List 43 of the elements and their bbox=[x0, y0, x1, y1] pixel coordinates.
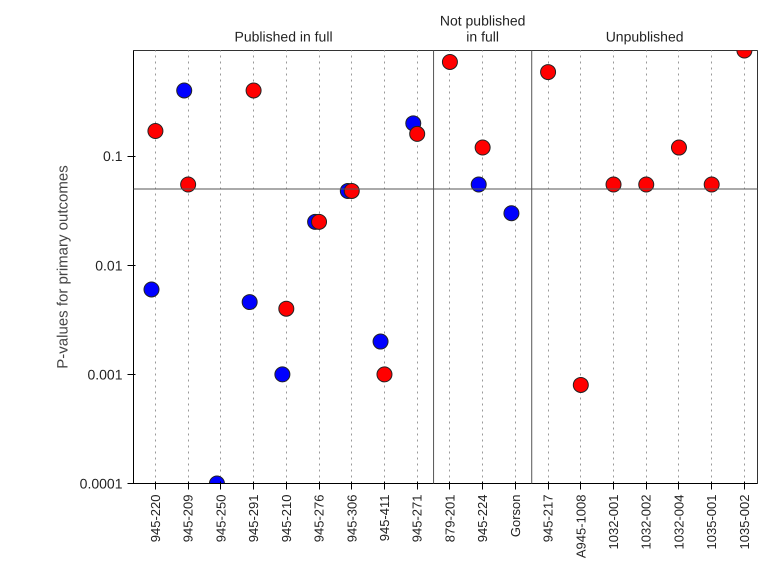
x-tick-label: 945-306 bbox=[344, 494, 360, 542]
point bbox=[409, 126, 426, 142]
x-tick-label: 1035-001 bbox=[704, 494, 720, 550]
x-tick-label: 945-217 bbox=[540, 494, 556, 542]
x-tick-label: 945-411 bbox=[376, 494, 392, 542]
y-tick-label: 0.001 bbox=[87, 366, 123, 382]
x-tick-label: 1032-001 bbox=[606, 494, 622, 550]
y-axis-title: P-values for primary outcomes bbox=[54, 165, 72, 369]
x-tick-label: A945-1008 bbox=[573, 494, 588, 558]
x-tick-label: 945-220 bbox=[148, 494, 163, 542]
y-tick-label: 0.01 bbox=[95, 257, 123, 274]
point bbox=[670, 140, 687, 156]
text: Published in full bbox=[234, 28, 333, 45]
y-tick-label: 0.0001 bbox=[80, 476, 123, 492]
point bbox=[246, 82, 262, 98]
x-tick-label: 945-209 bbox=[180, 494, 196, 542]
x-tick-label: 945-291 bbox=[246, 494, 262, 542]
x-tick-label: 1032-004 bbox=[671, 494, 686, 550]
x-tick-label: 1035-002 bbox=[736, 494, 752, 550]
x-tick-label: 945-224 bbox=[475, 494, 490, 542]
point bbox=[638, 176, 654, 192]
x-tick-label: 1032-002 bbox=[638, 494, 654, 550]
point bbox=[278, 300, 294, 317]
text: Unpublished bbox=[606, 28, 684, 45]
point bbox=[376, 366, 392, 382]
text: Not published in full bbox=[440, 12, 526, 45]
y-tick-label: 0.1 bbox=[103, 148, 123, 164]
point bbox=[606, 176, 622, 192]
point bbox=[442, 54, 458, 70]
point bbox=[311, 214, 328, 230]
x-tick-label: 945-271 bbox=[410, 494, 425, 542]
point bbox=[344, 182, 360, 199]
x-tick-label: Gorson bbox=[508, 494, 523, 538]
point bbox=[704, 176, 720, 192]
x-tick-label: 945-276 bbox=[312, 494, 327, 542]
point bbox=[180, 176, 196, 192]
point bbox=[572, 376, 589, 393]
x-tick-label: 945-210 bbox=[278, 494, 294, 542]
x-tick-label: 879-201 bbox=[442, 494, 458, 542]
point bbox=[474, 140, 491, 156]
point bbox=[540, 64, 556, 80]
x-tick-label: 945-250 bbox=[213, 494, 228, 542]
point bbox=[147, 123, 164, 140]
